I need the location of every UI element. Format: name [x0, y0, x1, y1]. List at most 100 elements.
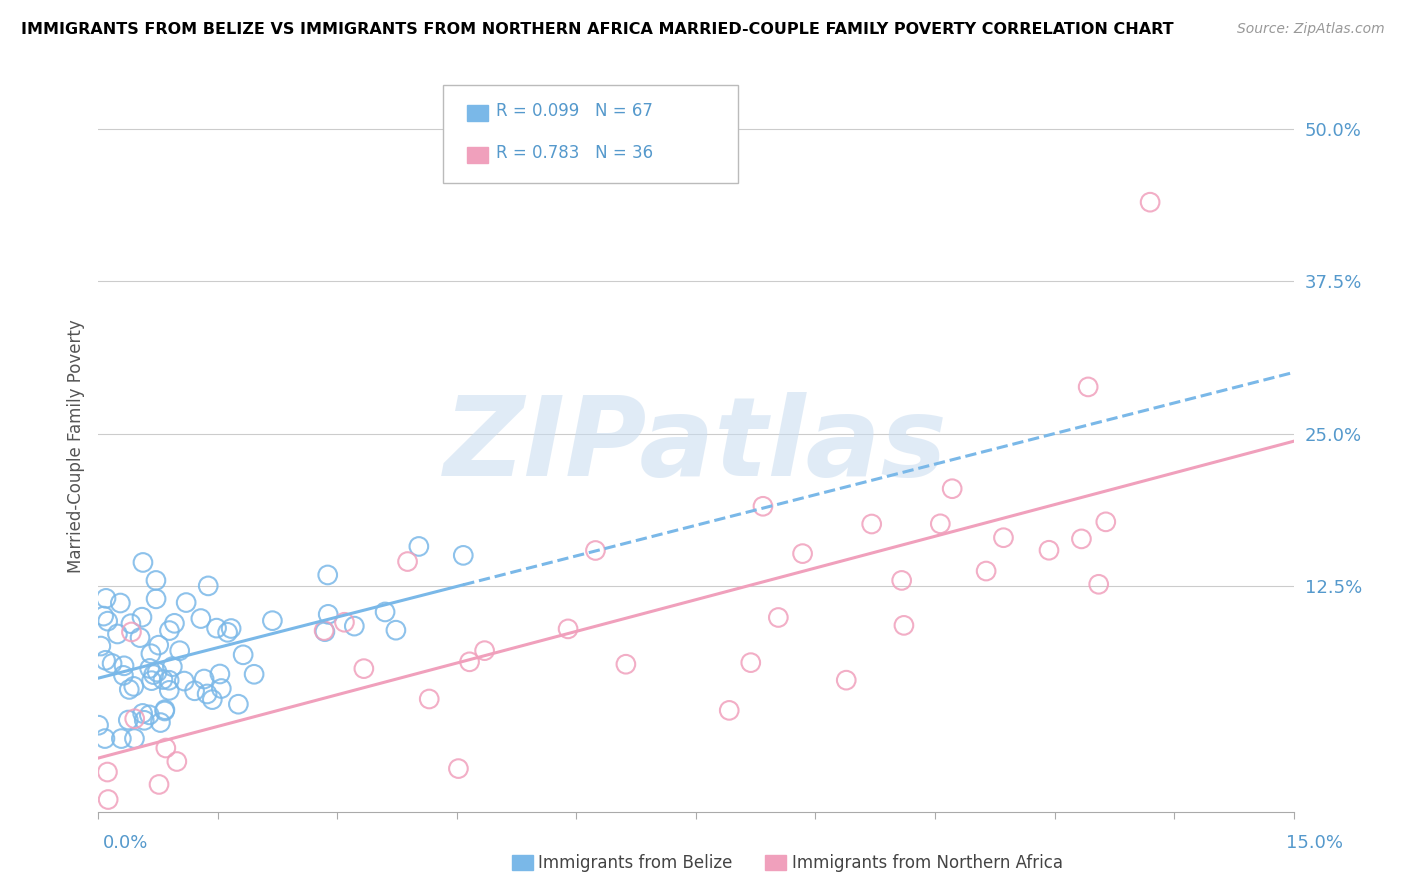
Point [217, 625, 239, 640]
Point [124, 712, 146, 726]
Point [219, 622, 242, 636]
Point [166, 755, 188, 769]
Point [243, 667, 266, 681]
Point [117, 713, 139, 727]
Point [232, 648, 254, 662]
Point [374, 605, 396, 619]
Point [120, 616, 142, 631]
Point [174, 596, 197, 610]
Text: ZIPatlas: ZIPatlas [444, 392, 948, 500]
Point [385, 623, 408, 637]
Point [353, 662, 375, 676]
Point [474, 643, 496, 657]
Point [110, 731, 132, 746]
Point [201, 692, 224, 706]
Text: Immigrants from Northern Africa: Immigrants from Northern Africa [792, 854, 1063, 871]
Point [343, 619, 366, 633]
Point [157, 673, 180, 688]
Point [155, 741, 177, 756]
Point [941, 482, 963, 496]
Point [614, 657, 637, 672]
Point [314, 624, 336, 638]
Point [159, 624, 181, 638]
Point [152, 673, 174, 687]
Point [190, 611, 212, 625]
Point [146, 665, 169, 679]
Point [208, 667, 231, 681]
Point [107, 627, 129, 641]
Point [145, 574, 167, 588]
Point [740, 656, 762, 670]
Point [458, 655, 481, 669]
Point [929, 516, 952, 531]
Y-axis label: Married-Couple Family Poverty: Married-Couple Family Poverty [66, 319, 84, 573]
Point [142, 667, 165, 681]
Point [101, 657, 124, 671]
Point [314, 624, 336, 639]
Point [752, 500, 775, 514]
Point [149, 715, 172, 730]
Text: 15.0%: 15.0% [1285, 834, 1343, 852]
Point [1094, 515, 1116, 529]
Text: 0.0%: 0.0% [103, 834, 148, 852]
Text: R = 0.099   N = 67: R = 0.099 N = 67 [496, 103, 654, 120]
Text: R = 0.783   N = 36: R = 0.783 N = 36 [496, 145, 654, 162]
Point [138, 707, 160, 722]
Point [835, 673, 858, 688]
Point [1087, 577, 1109, 591]
Point [163, 616, 186, 631]
Point [110, 596, 132, 610]
Point [131, 610, 153, 624]
Point [169, 643, 191, 657]
Point [112, 668, 135, 682]
Point [396, 555, 419, 569]
Point [893, 618, 915, 632]
Point [132, 556, 155, 570]
Point [162, 659, 184, 673]
Point [1070, 532, 1092, 546]
Point [993, 531, 1015, 545]
Point [585, 543, 607, 558]
Point [97, 792, 120, 806]
Point [94, 653, 117, 667]
Point [1038, 543, 1060, 558]
Point [139, 647, 162, 661]
Point [453, 549, 475, 563]
Point [557, 622, 579, 636]
Point [124, 731, 146, 746]
Point [131, 706, 153, 721]
Text: Immigrants from Belize: Immigrants from Belize [538, 854, 733, 871]
Point [1077, 380, 1099, 394]
Point [94, 591, 117, 606]
Point [121, 624, 143, 639]
Point [205, 621, 228, 635]
Point [122, 680, 145, 694]
Point [157, 683, 180, 698]
Point [447, 762, 470, 776]
Point [228, 697, 250, 711]
Point [316, 568, 339, 582]
Point [96, 765, 118, 780]
Text: Source: ZipAtlas.com: Source: ZipAtlas.com [1237, 22, 1385, 37]
Point [197, 579, 219, 593]
Point [193, 672, 215, 686]
Point [145, 591, 167, 606]
Point [1139, 195, 1161, 210]
Point [90, 639, 112, 653]
Point [418, 692, 440, 706]
Point [141, 673, 163, 688]
Point [974, 564, 997, 578]
Point [153, 704, 176, 718]
Point [138, 661, 160, 675]
Point [262, 614, 284, 628]
Point [792, 547, 814, 561]
Point [134, 714, 156, 728]
Point [112, 658, 135, 673]
Point [195, 687, 218, 701]
Point [316, 607, 339, 622]
Point [173, 674, 195, 689]
Point [153, 703, 176, 717]
Point [87, 718, 110, 732]
Point [183, 683, 205, 698]
Point [890, 574, 912, 588]
